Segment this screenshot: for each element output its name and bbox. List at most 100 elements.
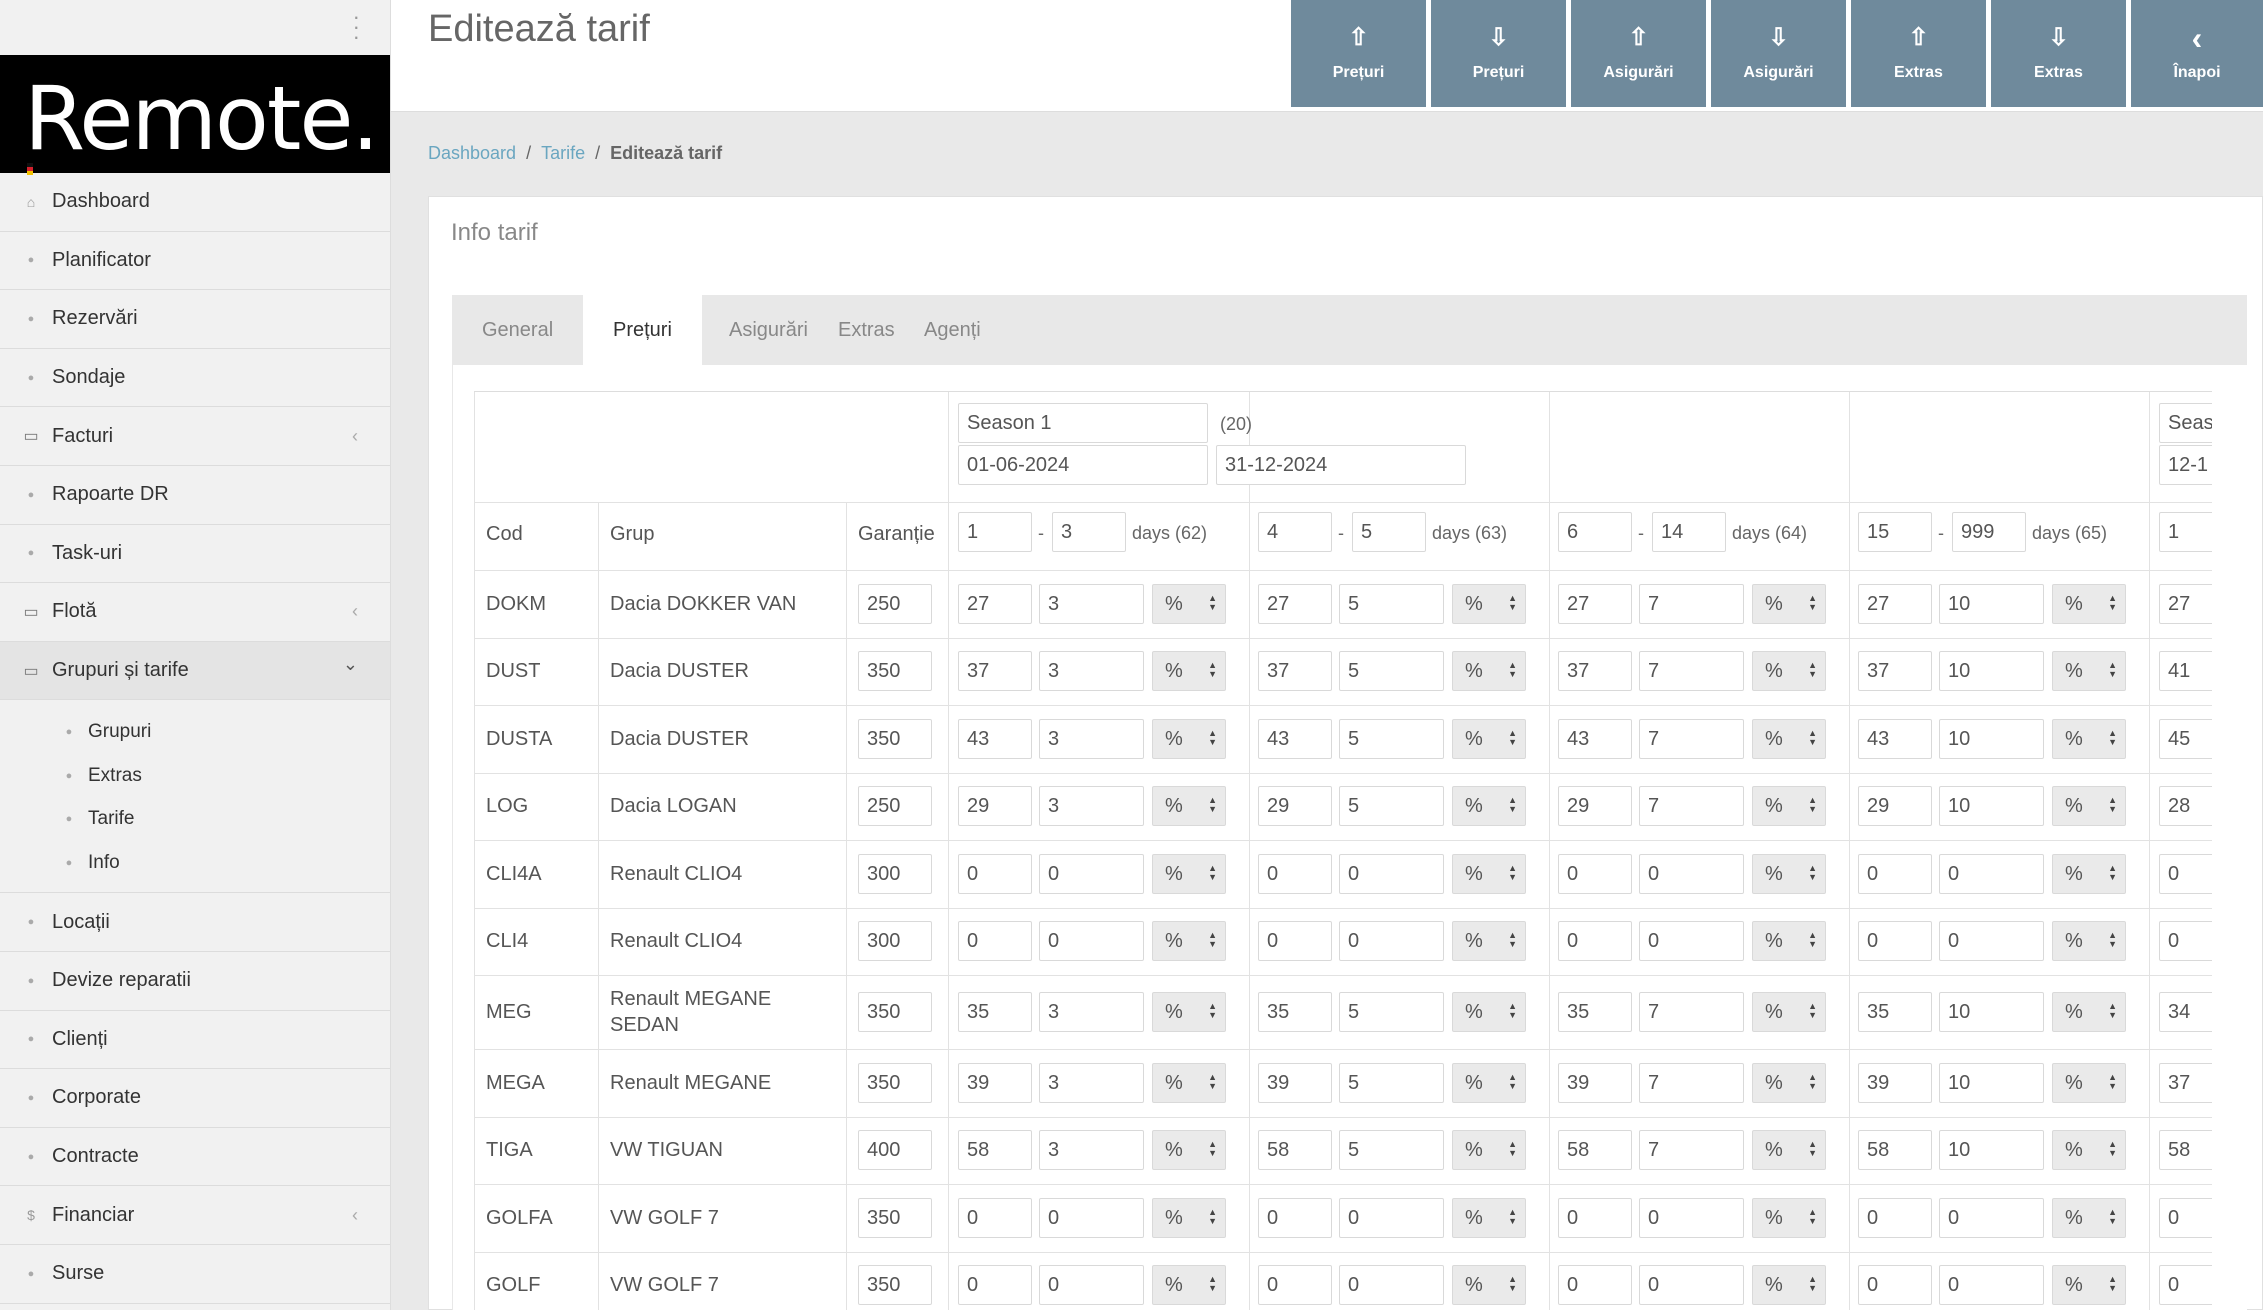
sidebar-item-surse[interactable]: ● Surse [0, 1245, 390, 1304]
discount-input[interactable]: 5 [1339, 718, 1444, 759]
discount-input[interactable]: 5 [1339, 1062, 1444, 1103]
range-to-input[interactable]: 999 [1952, 512, 2026, 552]
price-input[interactable]: 35 [1858, 992, 1932, 1032]
tab-ageni[interactable]: Agenți [924, 319, 981, 341]
price-input[interactable]: 0 [1858, 1197, 1932, 1238]
discount-input[interactable]: 3 [1039, 786, 1144, 827]
price-input[interactable]: 39 [958, 1062, 1032, 1103]
discount-input[interactable]: 7 [1639, 1130, 1744, 1171]
discount-input[interactable]: 0 [1039, 921, 1144, 962]
price-input[interactable]: 0 [958, 853, 1032, 894]
unit-select[interactable]: % ▲ ▼ [1752, 1265, 1826, 1306]
discount-input[interactable]: 3 [1039, 583, 1144, 624]
unit-select[interactable]: % ▲ ▼ [1152, 921, 1226, 962]
discount-input[interactable]: 0 [1639, 1197, 1744, 1238]
discount-input[interactable]: 0 [1939, 853, 2044, 894]
logo[interactable]: Remote. [0, 55, 390, 175]
discount-input[interactable]: 10 [1939, 718, 2044, 759]
discount-input[interactable]: 5 [1339, 786, 1444, 827]
sidebar-subitem-extras[interactable]: ● Extras [0, 754, 390, 798]
toolbar-button-asigurri-download[interactable]: ⇩ Asigurări [1711, 0, 1846, 107]
price-input[interactable]: 0 [1558, 853, 1632, 894]
discount-input[interactable]: 0 [1639, 921, 1744, 962]
price-input[interactable]: 41 [2159, 651, 2212, 692]
discount-input[interactable]: 0 [1339, 1197, 1444, 1238]
discount-input[interactable]: 0 [1939, 1197, 2044, 1238]
next-season-name-input[interactable]: Seas [2159, 403, 2212, 443]
garantie-input[interactable]: 350 [858, 1265, 932, 1306]
discount-input[interactable]: 3 [1039, 718, 1144, 759]
price-input[interactable]: 0 [2159, 853, 2212, 894]
tab-general[interactable]: General [482, 319, 554, 341]
next-season-start-input[interactable]: 12-1 [2159, 445, 2212, 485]
range-to-input[interactable]: 14 [1652, 512, 1726, 552]
unit-select[interactable]: % ▲ ▼ [1752, 1062, 1826, 1103]
price-input[interactable]: 0 [958, 921, 1032, 962]
unit-select[interactable]: % ▲ ▼ [2052, 992, 2126, 1032]
price-input[interactable]: 58 [1858, 1130, 1932, 1171]
discount-input[interactable]: 5 [1339, 583, 1444, 624]
sidebar-item-facturi[interactable]: ▭ Facturi ‹ [0, 407, 390, 466]
toolbar-button-preuri-upload[interactable]: ⇧ Prețuri [1291, 0, 1426, 107]
discount-input[interactable]: 10 [1939, 992, 2044, 1032]
price-input[interactable]: 37 [1558, 651, 1632, 692]
price-input[interactable]: 37 [2159, 1062, 2212, 1103]
price-input[interactable]: 39 [1858, 1062, 1932, 1103]
sidebar-item-planificator[interactable]: ● Planificator [0, 232, 390, 291]
price-input[interactable]: 0 [2159, 921, 2212, 962]
sidebar-subitem-info[interactable]: ● Info [0, 841, 390, 885]
sidebar-item-corporate[interactable]: ● Corporate [0, 1069, 390, 1128]
price-input[interactable]: 39 [1558, 1062, 1632, 1103]
price-input[interactable]: 0 [958, 1265, 1032, 1306]
season-end-input[interactable]: 31-12-2024 [1216, 445, 1466, 485]
price-input[interactable]: 0 [1258, 853, 1332, 894]
unit-select[interactable]: % ▲ ▼ [1152, 786, 1226, 827]
price-input[interactable]: 27 [1558, 583, 1632, 624]
unit-select[interactable]: % ▲ ▼ [1452, 583, 1526, 624]
toolbar-button-preuri-download[interactable]: ⇩ Prețuri [1431, 0, 1566, 107]
garantie-input[interactable]: 350 [858, 651, 932, 692]
unit-select[interactable]: % ▲ ▼ [1452, 1265, 1526, 1306]
discount-input[interactable]: 0 [1039, 1197, 1144, 1238]
unit-select[interactable]: % ▲ ▼ [1752, 583, 1826, 624]
price-input[interactable]: 29 [1258, 786, 1332, 827]
price-input[interactable]: 58 [2159, 1130, 2212, 1171]
unit-select[interactable]: % ▲ ▼ [1452, 718, 1526, 759]
more-vertical-icon[interactable]: · · · [352, 4, 360, 49]
discount-input[interactable]: 0 [1039, 1265, 1144, 1306]
toolbar-button-napoi-chevron[interactable]: ‹ Înapoi [2131, 0, 2263, 107]
price-input[interactable]: 0 [1858, 853, 1932, 894]
unit-select[interactable]: % ▲ ▼ [2052, 1130, 2126, 1171]
tab-asigurri[interactable]: Asigurări [729, 319, 808, 341]
range-from-input[interactable]: 1 [2159, 512, 2212, 552]
discount-input[interactable]: 3 [1039, 1130, 1144, 1171]
unit-select[interactable]: % ▲ ▼ [2052, 921, 2126, 962]
unit-select[interactable]: % ▲ ▼ [1452, 853, 1526, 894]
garantie-input[interactable]: 400 [858, 1130, 932, 1171]
discount-input[interactable]: 3 [1039, 651, 1144, 692]
discount-input[interactable]: 7 [1639, 718, 1744, 759]
price-input[interactable]: 34 [2159, 992, 2212, 1032]
discount-input[interactable]: 10 [1939, 1130, 2044, 1171]
price-input[interactable]: 0 [2159, 1265, 2212, 1306]
garantie-input[interactable]: 250 [858, 786, 932, 827]
price-input[interactable]: 27 [1858, 583, 1932, 624]
unit-select[interactable]: % ▲ ▼ [1452, 1062, 1526, 1103]
range-from-input[interactable]: 15 [1858, 512, 1932, 552]
discount-input[interactable]: 7 [1639, 651, 1744, 692]
discount-input[interactable]: 0 [1939, 1265, 2044, 1306]
unit-select[interactable]: % ▲ ▼ [1452, 921, 1526, 962]
price-input[interactable]: 35 [1258, 992, 1332, 1032]
sidebar-item-grupuri-i-tarife[interactable]: ▭ Grupuri și tarife ⌄ [0, 641, 390, 701]
price-input[interactable]: 0 [1558, 921, 1632, 962]
price-input[interactable]: 27 [2159, 583, 2212, 624]
garantie-input[interactable]: 350 [858, 718, 932, 759]
price-input[interactable]: 35 [958, 992, 1032, 1032]
discount-input[interactable]: 0 [1339, 1265, 1444, 1306]
price-input[interactable]: 58 [1258, 1130, 1332, 1171]
sidebar-item-rezerv-ri[interactable]: ● Rezervări [0, 290, 390, 349]
discount-input[interactable]: 10 [1939, 651, 2044, 692]
garantie-input[interactable]: 350 [858, 1197, 932, 1238]
discount-input[interactable]: 0 [1939, 921, 2044, 962]
price-input[interactable]: 0 [1258, 1197, 1332, 1238]
